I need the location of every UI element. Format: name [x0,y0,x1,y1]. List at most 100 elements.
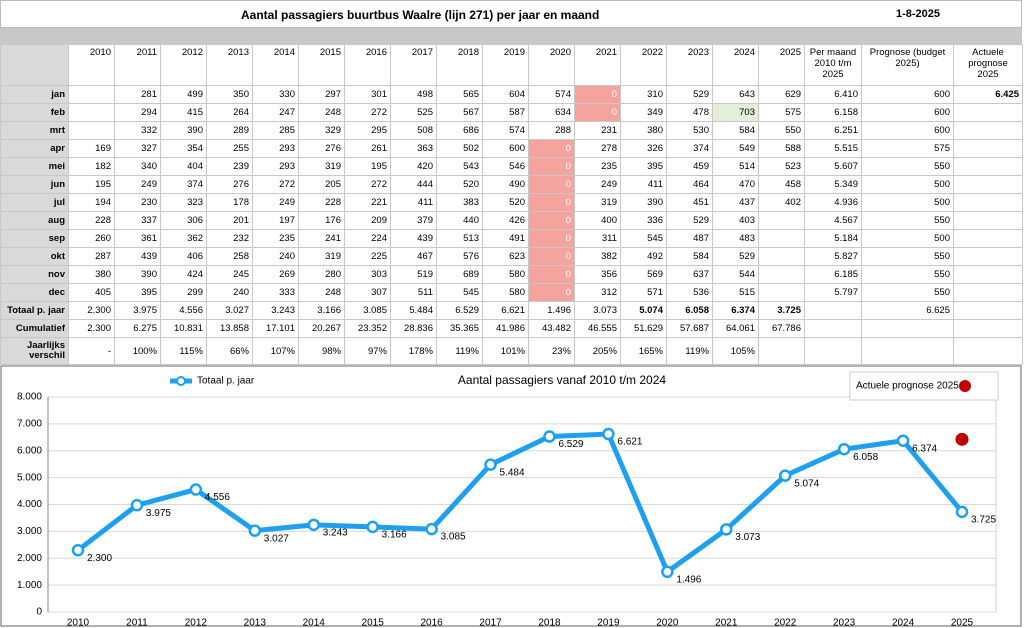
table-cell: 525 [390,103,437,122]
data-label: 3.073 [735,532,760,543]
table-cell: 57.687 [666,319,713,338]
table-cell: 403 [712,211,759,230]
table-cell: 182 [68,157,115,176]
table-cell: 439 [390,229,437,248]
table-cell: 272 [252,175,299,194]
table-cell [953,211,1023,230]
table-cell: 249 [574,175,621,194]
table-cell [758,211,805,230]
data-label: 3.725 [971,515,996,526]
table-cell: 0 [528,139,575,158]
table-cell: 420 [390,157,437,176]
sheet-date: 1-8-2025 [896,8,941,20]
data-label: 5.484 [500,467,525,478]
table-cell: 287 [68,247,115,266]
table-cell: 6.625 [861,301,954,320]
table-cell: 703 [712,103,759,122]
table-cell: 6.529 [436,301,483,320]
table-cell [804,301,862,320]
sheet-title: Aantal passagiers buurtbus Waalre (lijn … [241,8,600,22]
table-cell: 247 [252,103,299,122]
table-row: mrt 332 390 289 285 329 295 508 686 574 288 231 380 5… [0,121,1023,140]
table-cell: 383 [436,193,483,212]
table-cell: 487 [666,229,713,248]
table-cell: 574 [482,121,529,140]
table-cell [758,229,805,248]
table-cell: 276 [298,139,345,158]
table-row: jul 194 230 323 178 249 228 221 411 383 520 0 319 390… [0,193,1023,212]
table-cell: 550 [861,247,954,266]
line-marker [778,469,792,482]
table-cell: 306 [160,211,207,230]
table-cell: 424 [160,265,207,284]
table-cell: 248 [298,283,345,302]
table-cell: 634 [528,103,575,122]
table-cell: 379 [390,211,437,230]
table-cell: 406 [160,247,207,266]
table-cell: 6.058 [666,301,713,320]
table-cell: 197 [252,211,299,230]
table-cell: 411 [620,175,667,194]
table-cell: 604 [482,85,529,104]
table-cell: 459 [666,157,713,176]
table-cell: 536 [666,283,713,302]
data-label: 3.166 [382,530,407,541]
table-cell: 5.827 [804,247,862,266]
x-tick-label: 2013 [244,618,267,627]
table-cell: 221 [344,193,391,212]
table-cell: 478 [666,103,713,122]
table-cell: 293 [252,157,299,176]
table-cell: 100% [114,337,161,365]
table-cell: 363 [390,139,437,158]
table-cell: 249 [252,193,299,212]
table-cell: 205 [298,175,345,194]
table-cell: 105% [712,337,759,365]
table-cell: 580 [482,265,529,284]
row-label: mei [0,157,69,176]
row-label: aug [0,211,69,230]
table-cell: 293 [252,139,299,158]
y-tick-label: 1.000 [17,580,42,591]
table-cell: 3.073 [574,301,621,320]
table-row: nov 380 390 424 245 269 280 303 519 689 580 0 356 569… [0,265,1023,284]
table-cell: 205% [574,337,621,365]
line-marker [602,427,615,441]
table-cell: 5.515 [804,139,862,158]
line-marker [189,483,203,496]
table-cell: 224 [344,229,391,248]
table-cell: 4.936 [804,193,862,212]
table-cell: 3.975 [114,301,161,320]
table-cell: 483 [712,229,759,248]
table-cell: 499 [160,85,207,104]
table-cell: 0 [528,229,575,248]
table-cell: 500 [861,193,954,212]
x-tick-label: 2023 [833,618,856,627]
table-cell: 235 [574,157,621,176]
table-cell: 380 [68,265,115,284]
table-cell: 492 [620,247,667,266]
table-cell [953,265,1023,284]
column-header: Prognose (budget 2025) [861,44,954,86]
data-label: 6.621 [617,437,642,448]
table-cell: 5.607 [804,157,862,176]
forecast-point [955,432,969,446]
table-cell: 0 [528,283,575,302]
table-cell: 439 [114,247,161,266]
table-cell: 194 [68,193,115,212]
table-cell: 97% [344,337,391,365]
table-cell: 201 [206,211,253,230]
table-cell: 402 [758,193,805,212]
table-cell: 0 [528,175,575,194]
column-header [0,44,69,86]
table-cell: 0 [528,211,575,230]
row-label: Jaarlijks verschil [0,337,69,365]
table-cell: 240 [252,247,299,266]
table-cell: 261 [344,139,391,158]
table-cell: 546 [482,157,529,176]
table-cell: 3.085 [344,301,391,320]
table-cell: 98% [298,337,345,365]
table-cell: 523 [758,157,805,176]
table-cell: 361 [114,229,161,248]
table-cell: 51.629 [620,319,667,338]
data-label: 3.975 [146,508,171,519]
